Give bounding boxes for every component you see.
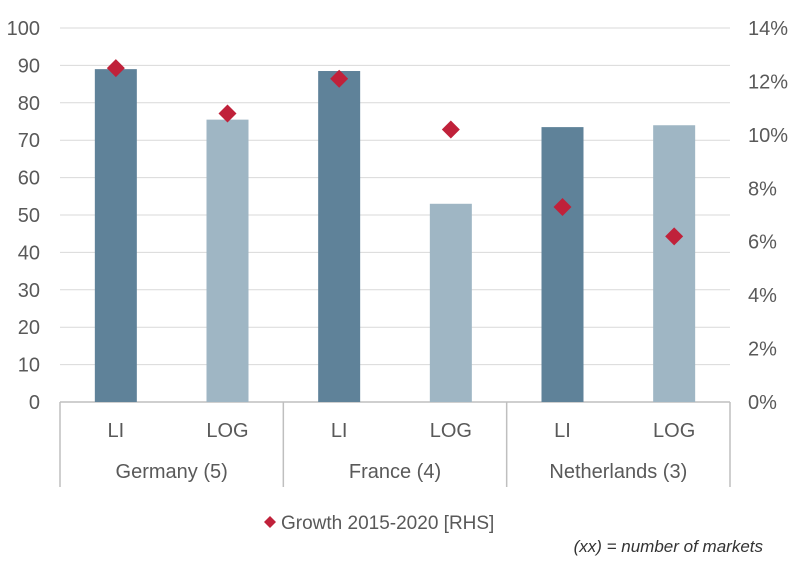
- bar-france-log: [429, 203, 472, 402]
- y-left-tick-label: 10: [18, 355, 40, 377]
- group-label: France (4): [349, 461, 441, 483]
- growth-marker: [665, 227, 684, 246]
- bar-netherlands-li: [541, 127, 584, 403]
- y-left-tick-label: 60: [18, 168, 40, 190]
- bar-france-li: [318, 71, 361, 402]
- group-label: Netherlands (3): [549, 461, 687, 483]
- y-left-tick-label: 20: [18, 317, 40, 339]
- y-right-tick-label: 0%: [748, 392, 777, 414]
- category-label: LI: [554, 420, 571, 442]
- category-label: LOG: [206, 420, 248, 442]
- y-right-tick-label: 2%: [748, 339, 777, 361]
- y-left-tick-label: 70: [18, 130, 40, 152]
- growth-marker: [330, 69, 349, 88]
- growth-marker: [553, 197, 572, 216]
- category-label: LI: [107, 420, 124, 442]
- growth-marker: [106, 59, 125, 78]
- y-left-tick-label: 50: [18, 205, 40, 227]
- category-label: LI: [331, 420, 348, 442]
- y-left-tick-label: 40: [18, 242, 40, 264]
- category-label: LOG: [653, 420, 695, 442]
- y-right-tick-label: 4%: [748, 285, 777, 307]
- bar-germany-log: [206, 119, 249, 402]
- group-label: Germany (5): [116, 461, 228, 483]
- y-right-tick-label: 8%: [748, 178, 777, 200]
- footnote: (xx) = number of markets: [574, 537, 764, 556]
- y-left-tick-label: 0: [29, 392, 40, 414]
- y-right-tick-label: 14%: [748, 18, 788, 40]
- y-left-tick-label: 100: [7, 18, 40, 40]
- bar-netherlands-log: [653, 125, 696, 403]
- category-label: LOG: [430, 420, 472, 442]
- y-right-tick-label: 10%: [748, 125, 788, 147]
- growth-marker: [218, 104, 237, 123]
- bar-germany-li: [94, 69, 137, 402]
- legend-label-growth: Growth 2015-2020 [RHS]: [281, 513, 494, 534]
- y-right-tick-label: 12%: [748, 71, 788, 93]
- legend-marker-growth: [264, 516, 276, 528]
- y-left-tick-label: 80: [18, 93, 40, 115]
- growth-marker: [441, 120, 460, 139]
- y-right-tick-label: 6%: [748, 232, 777, 254]
- y-left-tick-label: 30: [18, 280, 40, 302]
- y-left-tick-label: 90: [18, 55, 40, 77]
